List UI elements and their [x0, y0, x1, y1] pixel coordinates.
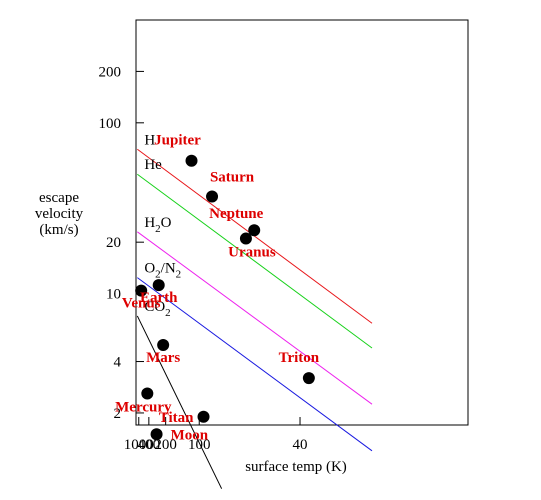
y-tick-label-0: 2 [114, 406, 122, 422]
point-label-mars: Mars [146, 350, 180, 366]
point-label-venus: Venus [122, 296, 161, 312]
x-tick-label-0: 1000 [124, 437, 154, 453]
x-tick-label-2: 200 [154, 437, 177, 453]
point-label-mercury: Mercury [115, 399, 172, 415]
y-axis-label-line1: escape [39, 190, 79, 206]
x-tick-label-4: 40 [293, 437, 308, 453]
y-tick-label-5: 200 [99, 64, 122, 80]
gas-line-2 [137, 231, 373, 405]
point-titan [197, 410, 210, 423]
point-label-saturn: Saturn [210, 170, 255, 186]
point-venus [135, 284, 148, 297]
point-jupiter [185, 154, 198, 167]
point-earth [152, 279, 165, 292]
point-label-titan: Titan [159, 410, 194, 426]
point-label-moon: Moon [171, 427, 209, 443]
gas-line-label-3: O2/N2 [144, 261, 181, 281]
point-label-triton: Triton [279, 350, 320, 366]
y-tick-label-2: 10 [106, 287, 121, 303]
y-axis-label-line2: velocity [35, 206, 84, 222]
point-neptune [248, 224, 261, 237]
gas-line-1 [137, 173, 373, 349]
y-axis-label-line3: (km/s) [39, 222, 78, 238]
point-label-neptune: Neptune [209, 206, 264, 222]
gas-line-0 [137, 148, 373, 324]
point-uranus [239, 232, 252, 245]
point-label-earth: Earth [140, 290, 178, 306]
y-tick-label-1: 4 [114, 355, 122, 371]
x-axis-label: surface temp (K) [245, 459, 347, 475]
gas-line-3 [137, 277, 373, 452]
gas-line-label-2: H2O [144, 215, 171, 235]
gas-line-4 [136, 315, 223, 489]
gas-line-label-0: H [144, 132, 155, 148]
gas-line-label-4: CO2 [144, 299, 170, 319]
point-moon [150, 428, 163, 441]
point-label-jupiter: Jupiter [154, 133, 201, 149]
point-saturn [206, 190, 219, 203]
x-tick-label-3: 100 [188, 437, 211, 453]
gas-line-label-1: He [144, 157, 162, 173]
point-mercury [141, 387, 154, 400]
point-triton [302, 372, 315, 385]
point-label-uranus: Uranus [228, 245, 276, 261]
y-tick-label-3: 20 [106, 235, 121, 251]
x-tick-label-1: 400 [138, 437, 161, 453]
y-tick-label-4: 100 [99, 116, 122, 132]
plot-frame [135, 19, 469, 426]
point-mars [157, 338, 170, 351]
